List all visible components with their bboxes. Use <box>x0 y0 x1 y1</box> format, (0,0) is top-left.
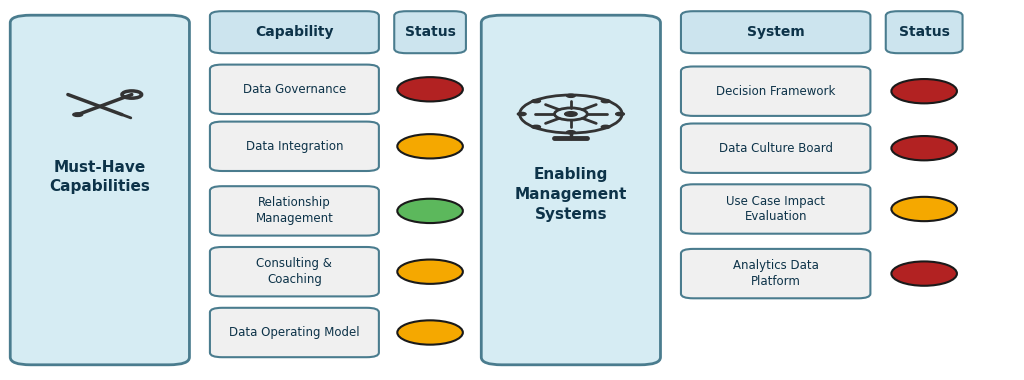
Text: Status: Status <box>404 25 456 39</box>
Circle shape <box>397 77 463 101</box>
Text: Data Governance: Data Governance <box>243 83 346 96</box>
Circle shape <box>397 320 463 345</box>
FancyBboxPatch shape <box>394 11 466 53</box>
Circle shape <box>566 131 575 134</box>
Text: Capability: Capability <box>255 25 334 39</box>
FancyBboxPatch shape <box>681 11 870 53</box>
FancyBboxPatch shape <box>681 124 870 173</box>
FancyBboxPatch shape <box>210 186 379 236</box>
Text: Relationship
Management: Relationship Management <box>255 196 334 225</box>
Circle shape <box>517 112 526 116</box>
Text: System: System <box>746 25 805 39</box>
Circle shape <box>566 94 575 97</box>
FancyBboxPatch shape <box>886 11 963 53</box>
FancyBboxPatch shape <box>210 11 379 53</box>
Circle shape <box>601 100 610 103</box>
FancyBboxPatch shape <box>210 247 379 296</box>
Text: Data Integration: Data Integration <box>246 140 343 153</box>
Text: Use Case Impact
Evaluation: Use Case Impact Evaluation <box>726 195 825 223</box>
FancyBboxPatch shape <box>681 184 870 234</box>
Circle shape <box>531 100 541 103</box>
Circle shape <box>601 125 610 128</box>
Text: Enabling
Management
Systems: Enabling Management Systems <box>515 167 627 222</box>
Text: Analytics Data
Platform: Analytics Data Platform <box>733 259 818 288</box>
FancyBboxPatch shape <box>10 15 189 365</box>
Text: Data Operating Model: Data Operating Model <box>229 326 359 339</box>
FancyBboxPatch shape <box>210 122 379 171</box>
Text: Status: Status <box>899 25 949 39</box>
FancyBboxPatch shape <box>481 15 660 365</box>
Circle shape <box>891 79 956 103</box>
Circle shape <box>891 261 956 286</box>
Text: Must-Have
Capabilities: Must-Have Capabilities <box>49 160 151 195</box>
Circle shape <box>73 113 83 116</box>
FancyBboxPatch shape <box>210 65 379 114</box>
Circle shape <box>397 134 463 158</box>
FancyBboxPatch shape <box>681 66 870 116</box>
Circle shape <box>397 199 463 223</box>
Circle shape <box>615 112 625 116</box>
Circle shape <box>891 136 956 160</box>
FancyBboxPatch shape <box>210 308 379 357</box>
Text: Consulting &
Coaching: Consulting & Coaching <box>256 257 333 286</box>
Text: Data Culture Board: Data Culture Board <box>719 142 833 155</box>
Circle shape <box>531 125 541 128</box>
Circle shape <box>891 197 956 221</box>
FancyBboxPatch shape <box>681 249 870 298</box>
Text: Decision Framework: Decision Framework <box>716 85 836 98</box>
Circle shape <box>564 112 578 116</box>
Circle shape <box>397 260 463 284</box>
